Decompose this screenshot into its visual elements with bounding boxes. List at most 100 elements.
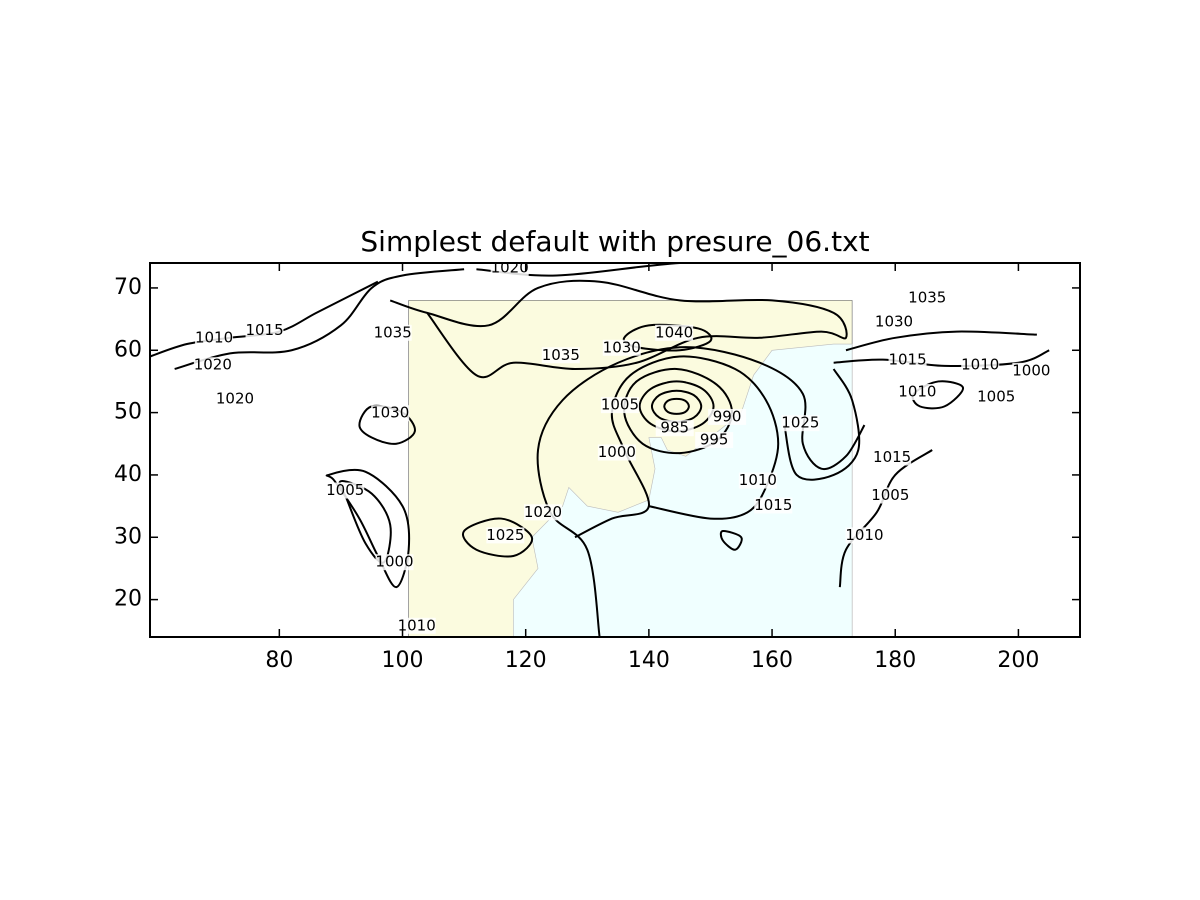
contour-label-bg — [873, 449, 912, 466]
contour-label: 1020 — [194, 356, 232, 374]
contour-label-bg — [738, 472, 777, 489]
contour-label: 1015 — [754, 496, 792, 514]
y-tick-label: 30 — [114, 524, 142, 549]
contour-label-bg — [215, 390, 254, 407]
x-tick-label: 100 — [382, 648, 424, 673]
contour-label: 995 — [700, 431, 729, 449]
contour-line — [663, 397, 690, 415]
y-tick-label: 60 — [114, 337, 142, 362]
contour-label: 1005 — [977, 388, 1015, 406]
contour-label: 1015 — [873, 448, 911, 466]
map-ocean — [513, 343, 853, 637]
contour-label-bg — [541, 347, 580, 364]
contour-label-bg — [1012, 362, 1051, 379]
x-tick-label: 120 — [505, 648, 547, 673]
contour-line — [389, 279, 848, 379]
contour-line — [838, 449, 933, 588]
contour-label: 1040 — [655, 323, 693, 341]
contour-line — [845, 330, 1037, 352]
contour-label: 1000 — [1012, 361, 1050, 379]
contour-label-bg — [326, 482, 365, 499]
contour-label-bg — [193, 357, 232, 374]
contour-label: 1010 — [739, 471, 777, 489]
contour-line — [150, 280, 379, 358]
contour-label: 1005 — [871, 486, 909, 504]
contour-label-bg — [490, 263, 529, 276]
contour-label: 1015 — [245, 321, 283, 339]
contour-label: 1025 — [486, 526, 524, 544]
contour-label-bg — [655, 420, 694, 437]
contour-label: 990 — [713, 407, 742, 425]
chart-title: Simplest default with presure_06.txt — [360, 225, 869, 258]
contour-label-bg — [602, 339, 641, 356]
contour-label: 1010 — [898, 383, 936, 401]
contour-label-bg — [597, 444, 636, 461]
contour-line — [476, 263, 699, 277]
contour-label-bg — [708, 408, 747, 425]
contour-label-bg — [397, 617, 436, 634]
contour-label: 1010 — [845, 526, 883, 544]
contour-label-bg — [754, 497, 793, 514]
contour-label-bg — [871, 487, 910, 504]
contour-label: 1005 — [601, 396, 639, 414]
contour-line — [783, 368, 861, 481]
contour-label-bg — [875, 314, 913, 331]
contour-label-bg — [373, 324, 412, 341]
contour-line — [462, 517, 534, 558]
contour-label-bg — [655, 324, 694, 341]
contour-label: 1035 — [908, 288, 946, 306]
contour-label-bg — [888, 352, 927, 369]
contour-label: 1020 — [524, 503, 562, 521]
contour-label: 1030 — [371, 404, 409, 422]
contour-label-bg — [695, 432, 734, 449]
contour-label-bg — [961, 357, 1000, 374]
y-tick-label: 70 — [114, 275, 142, 300]
contour-label-bg — [245, 322, 284, 339]
contour-line — [719, 530, 743, 551]
contour-label-bg — [781, 415, 820, 432]
contour-line — [574, 355, 780, 539]
contour-line — [174, 268, 465, 370]
contour-label: 1030 — [603, 338, 641, 356]
x-tick-label: 160 — [751, 648, 793, 673]
y-tick-label: 50 — [114, 400, 142, 425]
axes-frame — [149, 262, 1081, 638]
contour-label: 1005 — [326, 481, 364, 499]
x-tick-label: 80 — [265, 648, 293, 673]
contour-label-bg — [898, 384, 937, 401]
contour-label: 985 — [660, 419, 689, 437]
contour-label-bg — [845, 527, 884, 544]
contour-label: 1010 — [961, 356, 999, 374]
contour-label: 1035 — [542, 346, 580, 364]
contour-line — [638, 380, 715, 433]
contour-label-bg — [908, 289, 947, 306]
contour-line — [911, 380, 964, 410]
plot-area: 1020 1035 1010 1015 1020 1035 1035 1030 1040 1030… — [150, 258, 1051, 637]
contour-label: 1010 — [195, 328, 233, 346]
y-tick-label: 20 — [114, 587, 142, 612]
contour-label: 1030 — [875, 313, 913, 331]
contour-label: 1025 — [781, 414, 819, 432]
contour-label: 1020 — [216, 389, 254, 407]
contour-label-bg — [371, 405, 410, 422]
x-tick-label: 200 — [997, 648, 1039, 673]
contour-line — [833, 349, 1050, 367]
contour-label-bg — [600, 397, 639, 414]
contour-label-bg — [977, 389, 1016, 406]
x-tick-label: 180 — [874, 648, 916, 673]
contour-label: 1015 — [888, 351, 926, 369]
y-tick-label: 40 — [114, 462, 142, 487]
contour-label: 1000 — [598, 443, 636, 461]
contour-label: 1020 — [491, 258, 529, 276]
x-tick-label: 140 — [628, 648, 670, 673]
contour-label-bg — [486, 527, 525, 544]
contour-label: 1000 — [375, 553, 413, 571]
contour-label-bg — [523, 504, 562, 521]
contour-line — [650, 389, 703, 423]
contour-label: 1035 — [374, 323, 412, 341]
contour-label-bg — [195, 329, 234, 346]
contour-label: 1010 — [398, 616, 436, 634]
contour-label-bg — [375, 554, 414, 571]
